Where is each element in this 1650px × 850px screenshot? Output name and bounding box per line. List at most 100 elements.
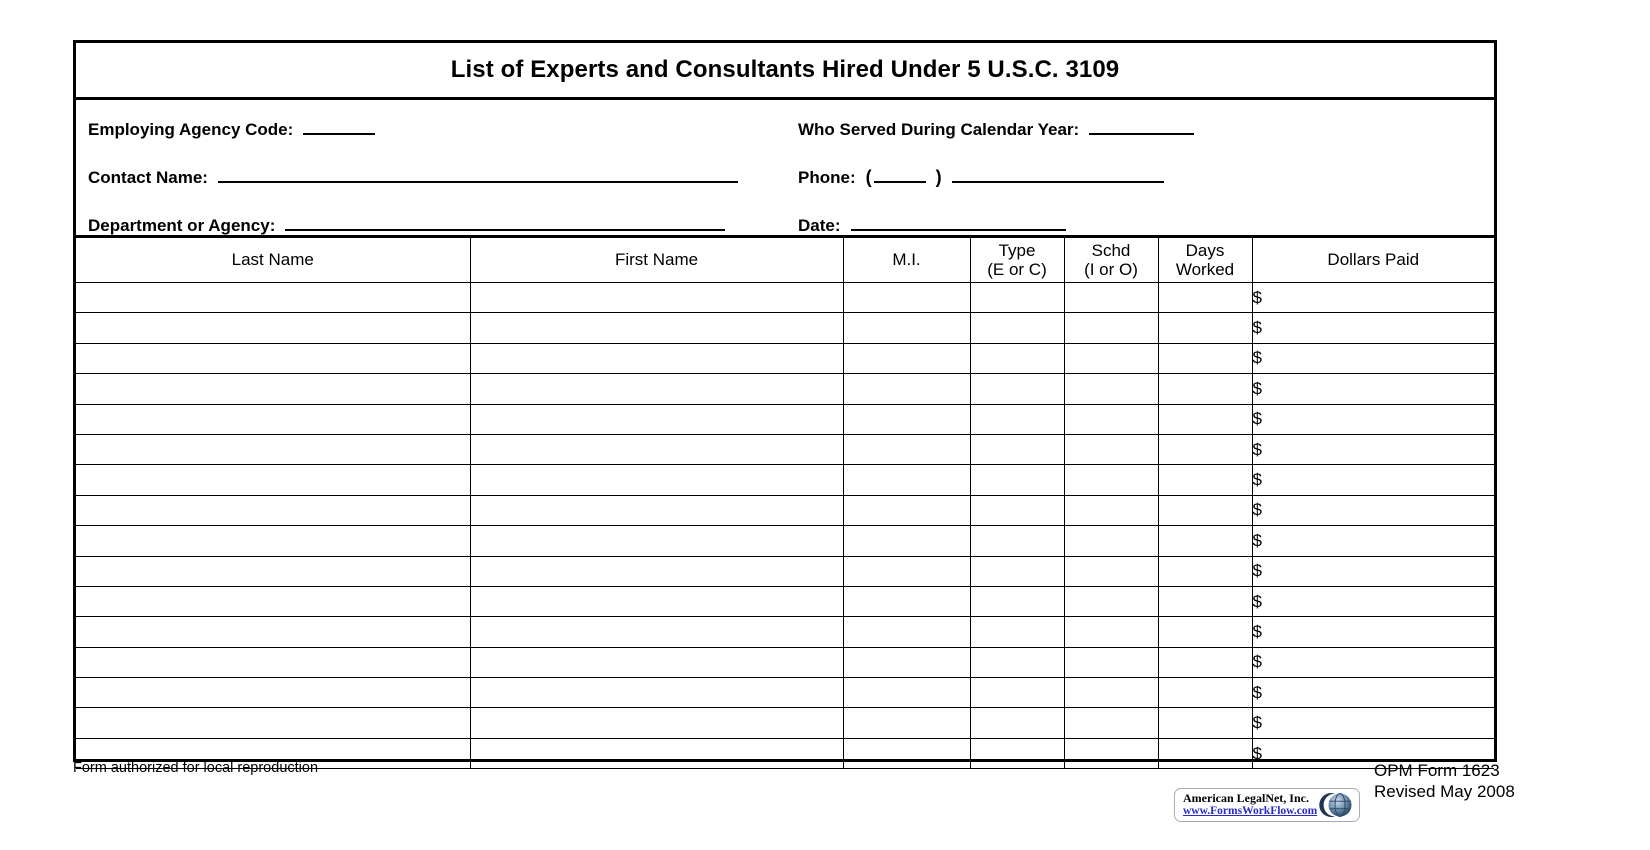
cell-last-name[interactable] [76, 677, 471, 709]
cell-type[interactable] [969, 342, 1065, 375]
cell-middle-initial[interactable] [842, 494, 971, 527]
cell-type[interactable] [969, 403, 1065, 435]
cell-schd[interactable] [1063, 281, 1159, 314]
cell-first-name[interactable] [469, 464, 844, 496]
cell-schd[interactable] [1063, 403, 1159, 435]
cell-last-name[interactable] [76, 707, 471, 739]
employing-agency-code-input[interactable] [303, 118, 376, 135]
cell-days-worked[interactable] [1157, 677, 1253, 709]
cell-last-name[interactable] [76, 312, 471, 344]
cell-type[interactable] [969, 464, 1065, 496]
cell-last-name[interactable] [76, 585, 471, 618]
cell-dollars-paid[interactable]: $ [1251, 555, 1494, 587]
cell-schd[interactable] [1063, 616, 1159, 648]
cell-days-worked[interactable] [1157, 646, 1253, 679]
cell-dollars-paid[interactable]: $ [1251, 373, 1494, 405]
cell-days-worked[interactable] [1157, 281, 1253, 314]
cell-last-name[interactable] [76, 464, 471, 496]
cell-first-name[interactable] [469, 585, 844, 618]
cell-schd[interactable] [1063, 646, 1159, 679]
cell-days-worked[interactable] [1157, 342, 1253, 375]
cell-type[interactable] [969, 616, 1065, 648]
cell-middle-initial[interactable] [842, 555, 971, 587]
cell-last-name[interactable] [76, 646, 471, 679]
cell-middle-initial[interactable] [842, 373, 971, 405]
cell-type[interactable] [969, 555, 1065, 587]
cell-days-worked[interactable] [1157, 585, 1253, 618]
cell-schd[interactable] [1063, 707, 1159, 739]
cell-middle-initial[interactable] [842, 616, 971, 648]
american-legalnet-badge[interactable]: American LegalNet, Inc. www.FormsWorkFlo… [1174, 788, 1360, 822]
cell-dollars-paid[interactable]: $ [1251, 646, 1494, 679]
cell-middle-initial[interactable] [842, 403, 971, 435]
cell-days-worked[interactable] [1157, 403, 1253, 435]
cell-schd[interactable] [1063, 464, 1159, 496]
cell-last-name[interactable] [76, 525, 471, 557]
cell-days-worked[interactable] [1157, 616, 1253, 648]
cell-dollars-paid[interactable]: $ [1251, 677, 1494, 709]
cell-last-name[interactable] [76, 737, 471, 770]
cell-last-name[interactable] [76, 555, 471, 587]
cell-days-worked[interactable] [1157, 464, 1253, 496]
cell-days-worked[interactable] [1157, 737, 1253, 770]
cell-middle-initial[interactable] [842, 646, 971, 679]
cell-dollars-paid[interactable]: $ [1251, 494, 1494, 527]
cell-dollars-paid[interactable]: $ [1251, 525, 1494, 557]
cell-type[interactable] [969, 373, 1065, 405]
cell-schd[interactable] [1063, 555, 1159, 587]
cell-last-name[interactable] [76, 433, 471, 466]
cell-first-name[interactable] [469, 281, 844, 314]
cell-days-worked[interactable] [1157, 525, 1253, 557]
cell-first-name[interactable] [469, 312, 844, 344]
cell-type[interactable] [969, 646, 1065, 679]
cell-dollars-paid[interactable]: $ [1251, 312, 1494, 344]
cell-last-name[interactable] [76, 373, 471, 405]
cell-type[interactable] [969, 494, 1065, 527]
cell-schd[interactable] [1063, 312, 1159, 344]
phone-number-input[interactable] [951, 166, 1164, 183]
calendar-year-input[interactable] [1089, 118, 1195, 135]
cell-type[interactable] [969, 737, 1065, 770]
cell-type[interactable] [969, 525, 1065, 557]
cell-last-name[interactable] [76, 342, 471, 375]
contact-name-input[interactable] [217, 166, 738, 183]
date-input[interactable] [850, 214, 1066, 231]
cell-middle-initial[interactable] [842, 312, 971, 344]
cell-last-name[interactable] [76, 281, 471, 314]
cell-type[interactable] [969, 281, 1065, 314]
cell-last-name[interactable] [76, 403, 471, 435]
cell-schd[interactable] [1063, 373, 1159, 405]
cell-first-name[interactable] [469, 737, 844, 770]
cell-days-worked[interactable] [1157, 312, 1253, 344]
cell-first-name[interactable] [469, 494, 844, 527]
cell-dollars-paid[interactable]: $ [1251, 585, 1494, 618]
cell-schd[interactable] [1063, 585, 1159, 618]
cell-first-name[interactable] [469, 403, 844, 435]
cell-dollars-paid[interactable]: $ [1251, 464, 1494, 496]
cell-middle-initial[interactable] [842, 737, 971, 770]
legalnet-website-link[interactable]: www.FormsWorkFlow.com [1183, 805, 1318, 818]
cell-days-worked[interactable] [1157, 373, 1253, 405]
cell-last-name[interactable] [76, 494, 471, 527]
cell-middle-initial[interactable] [842, 525, 971, 557]
cell-dollars-paid[interactable]: $ [1251, 707, 1494, 739]
cell-type[interactable] [969, 433, 1065, 466]
cell-schd[interactable] [1063, 737, 1159, 770]
cell-schd[interactable] [1063, 342, 1159, 375]
cell-type[interactable] [969, 585, 1065, 618]
cell-type[interactable] [969, 312, 1065, 344]
cell-dollars-paid[interactable]: $ [1251, 737, 1494, 770]
cell-first-name[interactable] [469, 646, 844, 679]
cell-days-worked[interactable] [1157, 707, 1253, 739]
cell-days-worked[interactable] [1157, 555, 1253, 587]
cell-middle-initial[interactable] [842, 707, 971, 739]
cell-days-worked[interactable] [1157, 433, 1253, 466]
cell-first-name[interactable] [469, 342, 844, 375]
cell-first-name[interactable] [469, 555, 844, 587]
cell-middle-initial[interactable] [842, 677, 971, 709]
cell-first-name[interactable] [469, 677, 844, 709]
cell-dollars-paid[interactable]: $ [1251, 342, 1494, 375]
cell-dollars-paid[interactable]: $ [1251, 616, 1494, 648]
cell-dollars-paid[interactable]: $ [1251, 433, 1494, 466]
cell-first-name[interactable] [469, 707, 844, 739]
